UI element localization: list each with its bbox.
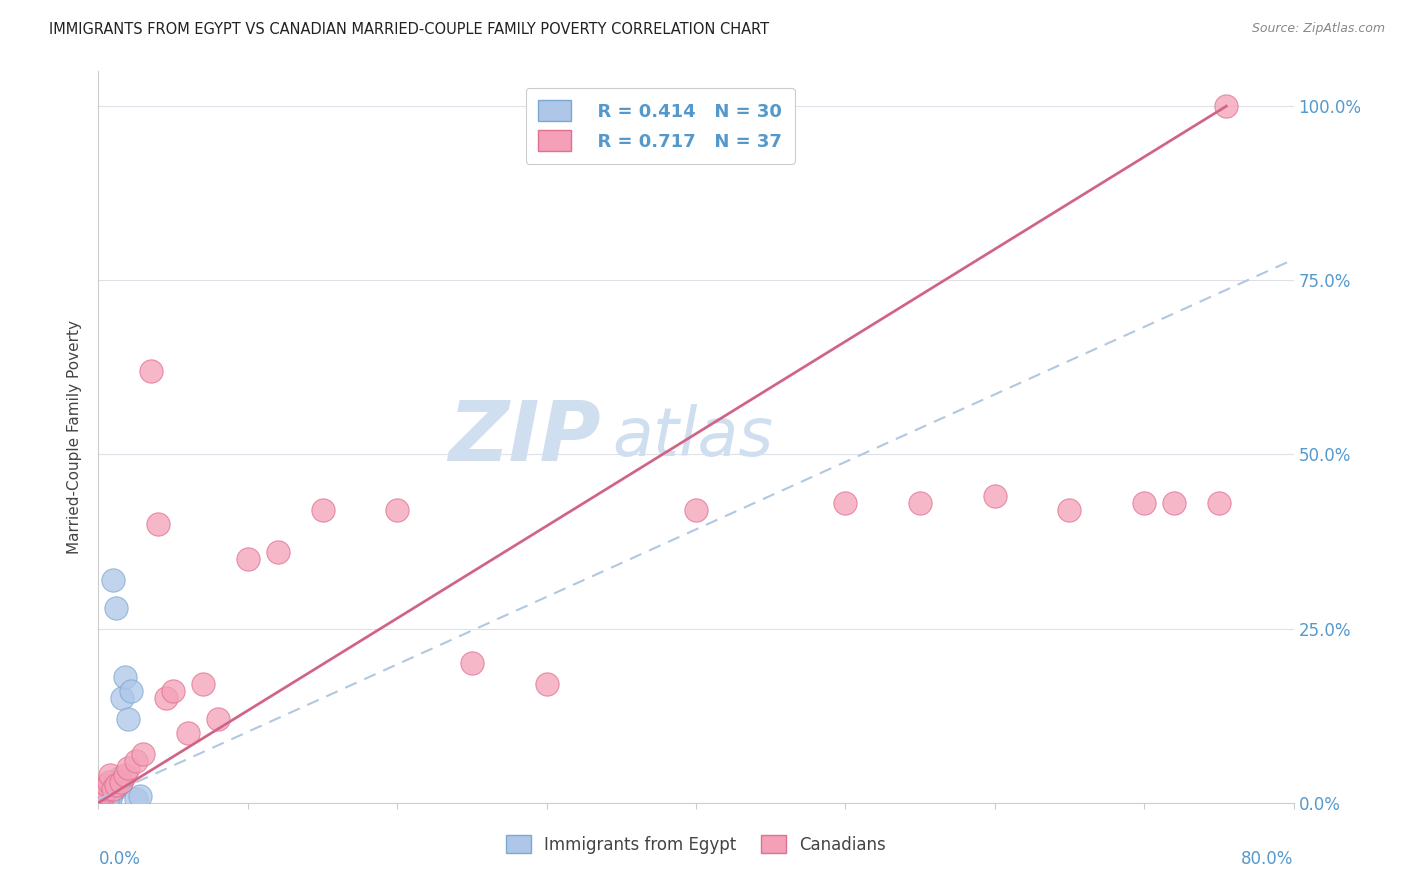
Point <box>90 790 112 805</box>
Text: atlas: atlas <box>613 404 773 470</box>
Point <box>1208 496 1230 510</box>
Point <box>120 684 142 698</box>
Point <box>139 364 162 378</box>
Point <box>207 712 229 726</box>
Point <box>267 545 290 559</box>
Point <box>90 794 112 808</box>
Point <box>536 677 558 691</box>
Point <box>111 691 134 706</box>
Point <box>98 792 122 806</box>
Point <box>132 747 155 761</box>
Legend: Immigrants from Egypt, Canadians: Immigrants from Egypt, Canadians <box>499 829 893 860</box>
Text: IMMIGRANTS FROM EGYPT VS CANADIAN MARRIED-COUPLE FAMILY POVERTY CORRELATION CHAR: IMMIGRANTS FROM EGYPT VS CANADIAN MARRIE… <box>49 22 769 37</box>
Point <box>103 781 125 796</box>
Point <box>1133 496 1156 510</box>
Point <box>93 785 115 799</box>
Point <box>125 754 148 768</box>
Point <box>155 691 177 706</box>
Point <box>177 726 200 740</box>
Point <box>1163 496 1185 510</box>
Point <box>311 503 333 517</box>
Y-axis label: Married-Couple Family Poverty: Married-Couple Family Poverty <box>67 320 83 554</box>
Point <box>108 772 131 786</box>
Point <box>236 552 259 566</box>
Point <box>114 670 136 684</box>
Point <box>984 489 1007 503</box>
Point <box>105 778 128 792</box>
Point <box>114 768 136 782</box>
Point <box>908 496 931 510</box>
Text: ZIP: ZIP <box>447 397 600 477</box>
Point <box>94 789 117 803</box>
Point <box>97 790 120 805</box>
Point <box>105 600 128 615</box>
Point <box>104 781 127 796</box>
Point <box>685 503 707 517</box>
Text: 0.0%: 0.0% <box>98 850 141 868</box>
Point <box>98 768 122 782</box>
Point <box>91 793 114 807</box>
Point <box>125 792 148 806</box>
Point <box>93 790 115 805</box>
Point <box>1059 503 1081 517</box>
Point <box>89 792 111 806</box>
Point <box>110 775 132 789</box>
Point <box>98 781 122 796</box>
Point <box>94 785 117 799</box>
Point <box>96 788 118 802</box>
Point <box>107 778 129 792</box>
Point <box>461 657 484 671</box>
Point <box>96 792 118 806</box>
Point <box>89 792 111 806</box>
Point <box>117 761 139 775</box>
Point <box>117 712 139 726</box>
Point <box>91 789 114 803</box>
Point <box>834 496 856 510</box>
Point <box>129 789 152 803</box>
Point <box>191 677 214 691</box>
Point <box>96 778 118 792</box>
Point <box>94 781 117 796</box>
Point <box>93 791 115 805</box>
Text: Source: ZipAtlas.com: Source: ZipAtlas.com <box>1251 22 1385 36</box>
Point <box>103 573 125 587</box>
Point <box>101 785 124 799</box>
Point <box>98 789 122 803</box>
Point <box>385 503 409 517</box>
Point <box>97 785 120 799</box>
Point <box>97 775 120 789</box>
Point <box>103 778 125 792</box>
Point <box>1215 99 1237 113</box>
Text: 80.0%: 80.0% <box>1241 850 1294 868</box>
Point <box>96 794 118 808</box>
Point <box>162 684 184 698</box>
Point <box>105 775 128 789</box>
Point <box>110 775 132 789</box>
Point <box>148 517 170 532</box>
